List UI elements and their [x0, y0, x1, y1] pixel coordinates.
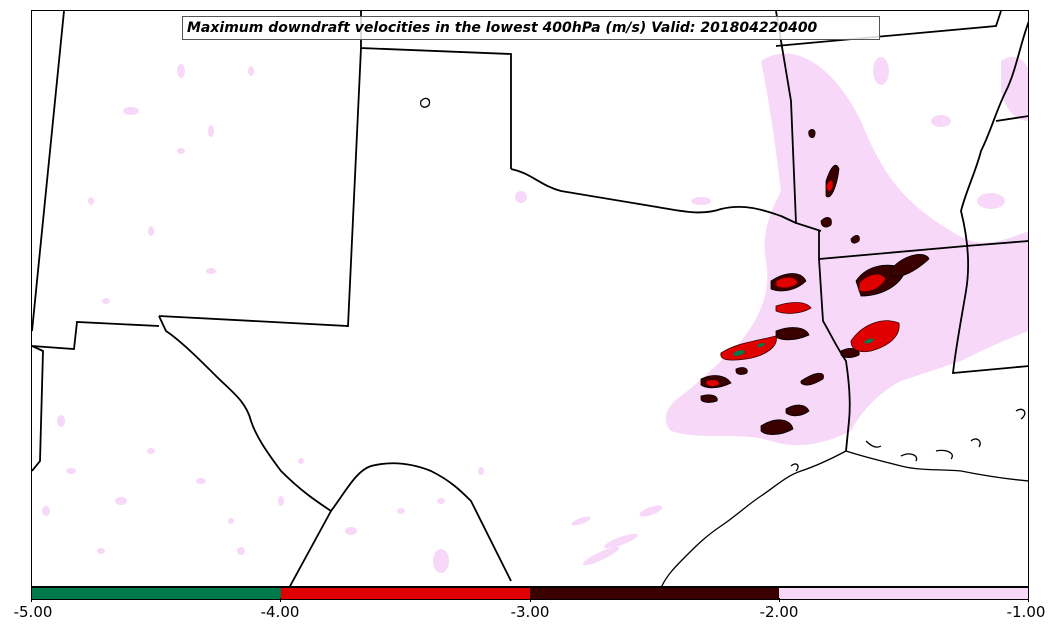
extreme-downdraft-cores — [733, 338, 874, 356]
colorbar-segment-weak — [779, 588, 1028, 599]
colorbar-tick — [530, 598, 531, 602]
colorbar-segment-strong — [281, 588, 530, 599]
coastline — [419, 97, 1028, 586]
colorbar-tick — [280, 598, 281, 602]
colorbar-tick — [779, 598, 780, 602]
map-canvas — [32, 11, 1028, 586]
colorbar-tick-label: -1.00 — [1006, 603, 1046, 621]
weak-downdraft-regions — [42, 53, 1028, 573]
colorbar-tick — [1028, 598, 1029, 602]
colorbar-tick-label: -5.00 — [13, 603, 53, 621]
map-panel — [31, 10, 1029, 587]
colorbar-tick — [31, 598, 32, 602]
colorbar-tick-label: -2.00 — [759, 603, 799, 621]
colorbar-segment-moderate — [530, 588, 779, 599]
colorbar-segment-extreme — [32, 588, 281, 599]
colorbar-tick-label: -4.00 — [260, 603, 300, 621]
map-title: Maximum downdraft velocities in the lowe… — [182, 16, 880, 40]
state-borders — [32, 11, 1028, 586]
colorbar-tick-label: -3.00 — [510, 603, 550, 621]
